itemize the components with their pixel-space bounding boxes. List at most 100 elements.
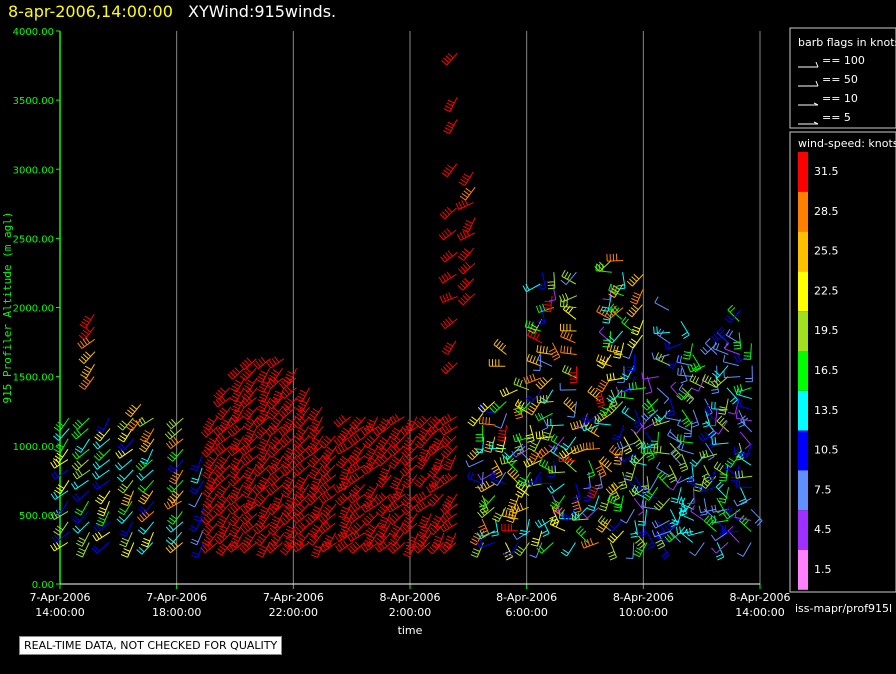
wind-barb [321,445,337,460]
wind-barb [116,511,133,524]
wind-barb [641,409,659,422]
wind-barb [95,490,111,505]
wind-barb [136,510,155,523]
wind-barb [629,289,644,305]
wind-barb [595,460,607,479]
wind-barb [92,479,111,490]
wind-barb [499,455,518,465]
wind-barb [523,373,542,385]
wind-barb [346,472,365,485]
wind-barb [676,355,693,367]
wind-barb [561,364,578,379]
wind-barb [567,401,577,418]
wind-barb [140,532,154,548]
wind-barb [606,389,623,403]
wind-barb [677,368,694,378]
wind-barb [699,449,718,459]
wind-barb [641,476,650,494]
wind-barb [547,418,564,427]
wind-barb [704,404,717,422]
wind-barb [724,453,741,468]
wind-barb [510,503,529,514]
wind-barb [413,474,431,488]
wind-barb [711,437,729,445]
wind-barb [458,261,476,275]
wind-barb [278,424,296,437]
wind-barb [418,445,431,462]
wind-barb [644,442,655,461]
wind-barb [213,443,232,457]
wind-barb [490,471,506,485]
wind-barb [387,541,406,554]
wind-barb [74,500,90,516]
wind-barb [537,307,546,325]
wind-barb [242,474,257,490]
wind-barb [72,469,91,480]
wind-barb [338,474,352,491]
wind-barb [470,542,484,558]
wind-barb [440,361,458,375]
wind-barb [53,500,69,516]
wind-barb [360,462,379,475]
wind-barb [718,487,730,504]
wind-barb [610,483,620,502]
wind-barb [570,506,588,520]
wind-barb [212,433,231,446]
x-tick-time: 10:00:00 [619,606,668,619]
wind-barb [736,398,753,411]
x-tick-time: 14:00:00 [735,606,784,619]
wind-barb [307,454,324,468]
wind-barb [724,342,741,355]
speed-color-swatch [798,510,808,550]
wind-barb [75,542,90,558]
wind-barb [239,443,257,456]
wind-barb [338,464,352,481]
wind-barb [515,483,531,498]
wind-barb [722,354,739,367]
wind-barb [72,448,90,460]
wind-barb [293,522,311,535]
wind-barb [50,510,69,521]
wind-barb [438,228,457,241]
wind-barb [443,119,458,135]
wind-barb [477,401,496,413]
wind-barb [117,428,133,443]
wind-barb [346,511,365,524]
wind-barb [476,539,495,549]
wind-barb [478,518,490,537]
wind-barb [643,475,659,491]
wind-barb [414,435,432,449]
wind-barb [318,472,337,485]
wind-barb [727,525,740,543]
wind-barb [190,455,203,472]
wind-barb [374,445,391,459]
wind-barb [626,273,644,287]
wind-barb [637,509,648,526]
wind-barb [596,377,611,393]
y-tick-label: 4000.00 [13,27,54,38]
wind-barb [572,483,581,502]
wind-barb [633,497,645,516]
y-tick-label: 2500.00 [13,234,54,245]
wind-barb [569,366,578,383]
wind-barb [348,522,366,535]
wind-barb [240,453,259,466]
x-axis-label: time [398,624,423,637]
wind-barb [733,497,752,507]
wind-barb [292,444,310,458]
wind-barb [307,426,324,440]
wind-barb [595,263,612,273]
wind-barb [78,326,95,340]
wind-barb [257,387,272,403]
wind-barb [645,431,656,450]
wind-barb [713,461,728,477]
wind-barb [628,486,647,497]
wind-barb [692,354,702,373]
wind-barb [560,436,577,451]
wind-barb [228,464,244,479]
wind-barb [188,492,203,508]
wind-barb [580,423,599,432]
wind-barb [708,409,718,427]
wind-barb [478,416,496,426]
wind-barb [347,462,366,474]
